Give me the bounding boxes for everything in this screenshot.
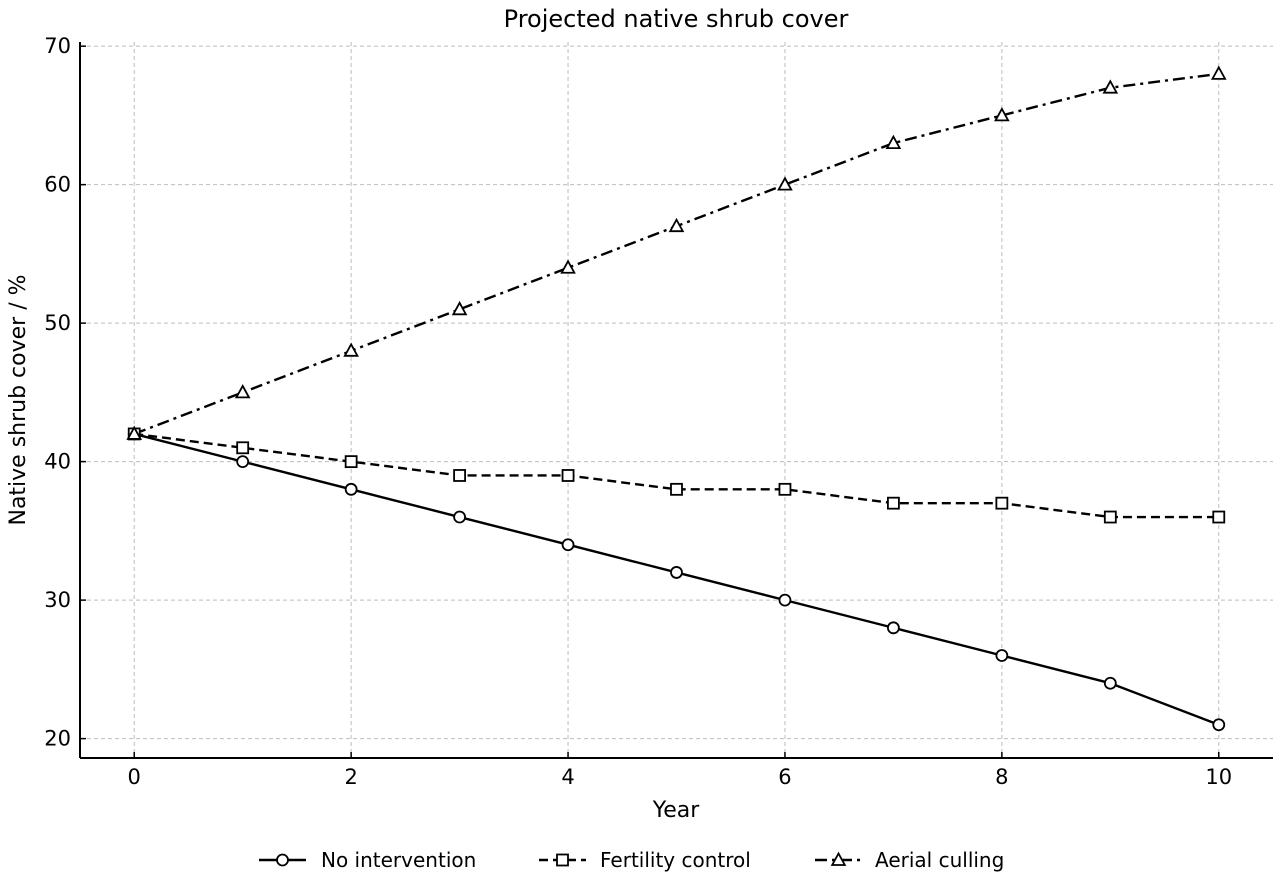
x-axis-label: Year (652, 798, 701, 823)
legend-marker (830, 851, 847, 866)
x-axis-ticks: 0 2 4 6 8 10 (128, 752, 1232, 789)
legend-label: Fertility control (600, 848, 751, 872)
series-markers-2 (126, 65, 1227, 440)
legend-marker (556, 853, 569, 867)
legend-item: No intervention (259, 848, 476, 872)
data-point (234, 384, 251, 399)
data-point (1212, 510, 1226, 524)
x-tick-label: 10 (1205, 765, 1232, 789)
x-tick-label: 0 (128, 765, 141, 789)
legend-marker (276, 853, 289, 867)
legend-label: No intervention (321, 848, 476, 872)
data-point (236, 455, 250, 469)
plot-area (126, 65, 1227, 732)
data-point (995, 649, 1009, 662)
legend-label: Aerial culling (875, 848, 1004, 872)
series-0 (133, 432, 1220, 726)
data-point (778, 593, 792, 607)
data-point (1103, 676, 1117, 690)
data-point (344, 482, 358, 496)
series-2 (133, 72, 1219, 436)
data-point (560, 259, 576, 274)
series-line (133, 432, 1220, 726)
chart-title: Projected native shrub cover (504, 5, 849, 33)
data-point (1102, 79, 1119, 94)
data-point (1210, 65, 1227, 80)
data-point (236, 441, 250, 455)
data-point (885, 134, 902, 149)
data-point (453, 469, 466, 482)
legend-item: Fertility control (539, 848, 751, 872)
y-axis-label: Native shrub cover / % (6, 274, 31, 525)
x-tick-label: 6 (778, 765, 791, 789)
x-tick-label: 2 (344, 765, 357, 789)
data-point (887, 621, 900, 635)
data-point (777, 176, 793, 191)
y-tick-label: 50 (44, 311, 71, 335)
series-1 (134, 432, 1219, 519)
x-tick-label: 4 (561, 765, 574, 789)
legend-item: Aerial culling (815, 848, 1004, 872)
series-line (134, 432, 1219, 519)
y-tick-label: 20 (44, 727, 71, 751)
y-tick-label: 60 (44, 173, 71, 197)
y-tick-label: 70 (44, 34, 71, 58)
data-point (670, 566, 683, 579)
legend: No intervention Fertility control Aerial c… (259, 848, 1004, 872)
data-point (670, 482, 683, 496)
data-point (126, 425, 143, 440)
data-point (343, 342, 359, 357)
data-point (887, 496, 900, 510)
data-point (778, 482, 792, 496)
data-point (561, 469, 575, 482)
data-point (451, 300, 468, 316)
data-point (668, 217, 685, 233)
y-tick-label: 40 (44, 450, 71, 474)
data-point (344, 455, 358, 469)
data-point (561, 538, 575, 552)
data-point (453, 510, 466, 524)
series-line (133, 72, 1219, 436)
grid (80, 42, 1273, 758)
axes (79, 42, 1273, 759)
data-point (1212, 718, 1226, 732)
data-point (995, 496, 1009, 510)
x-tick-label: 8 (995, 765, 1008, 789)
data-point (1103, 510, 1117, 524)
y-tick-label: 30 (44, 588, 71, 612)
data-point (994, 107, 1010, 122)
y-axis-ticks: 20 30 40 50 60 70 (44, 34, 86, 751)
